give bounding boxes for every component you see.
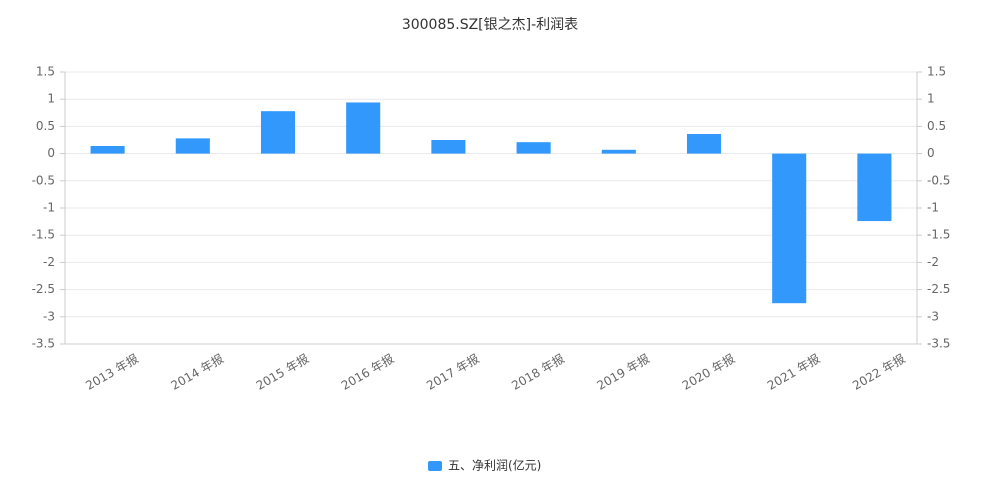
legend-label: 五、净利润(亿元): [448, 458, 541, 473]
y2-tick-label: 1.5: [927, 65, 946, 79]
y2-tick-label: -1: [927, 201, 939, 215]
y2-tick-label: 0.5: [927, 119, 946, 133]
x-tick-label: 2013 年报: [83, 351, 141, 393]
y2-tick-label: -0.5: [927, 173, 950, 187]
y2-tick-label: -1.5: [927, 228, 950, 242]
x-tick-label: 2017 年报: [424, 351, 482, 393]
y-tick-label: -1.5: [32, 228, 55, 242]
y-tick-label: 1: [47, 92, 55, 106]
x-tick-label: 2022 年报: [850, 351, 908, 393]
y-tick-label: 1.5: [36, 65, 55, 79]
x-tick-label: 2015 年报: [253, 351, 311, 393]
bar: [686, 134, 722, 154]
bar: [260, 111, 296, 154]
bar: [516, 142, 551, 154]
bar: [601, 149, 636, 154]
y2-tick-label: -3.5: [927, 337, 950, 351]
legend-swatch[interactable]: [428, 461, 442, 471]
bar: [772, 153, 807, 304]
y2-tick-label: 1: [927, 92, 935, 106]
bar: [90, 145, 125, 154]
bar: [346, 102, 381, 154]
y-tick-label: -0.5: [32, 173, 55, 187]
bar: [857, 153, 892, 222]
x-tick-label: 2018 年报: [509, 351, 567, 393]
y-tick-label: -3: [43, 309, 55, 323]
y-tick-label: -3.5: [32, 337, 55, 351]
x-tick-label: 2020 年报: [679, 351, 737, 393]
bar: [175, 138, 210, 154]
y-tick-label: 0: [47, 146, 55, 160]
bar: [431, 140, 466, 154]
y-tick-label: -2: [43, 255, 55, 269]
y2-tick-label: -2: [927, 255, 939, 269]
y-tick-label: -2.5: [32, 282, 55, 296]
y2-tick-label: 0: [927, 146, 935, 160]
x-tick-label: 2014 年报: [168, 351, 226, 393]
chart-title: 300085.SZ[银之杰]-利润表: [402, 17, 578, 33]
y-tick-label: 0.5: [36, 119, 55, 133]
x-tick-label: 2016 年报: [338, 351, 396, 393]
y-tick-label: -1: [43, 201, 55, 215]
y2-tick-label: -2.5: [927, 282, 950, 296]
x-tick-label: 2021 年报: [764, 351, 822, 393]
x-tick-label: 2019 年报: [594, 351, 652, 393]
y2-tick-label: -3: [927, 309, 939, 323]
